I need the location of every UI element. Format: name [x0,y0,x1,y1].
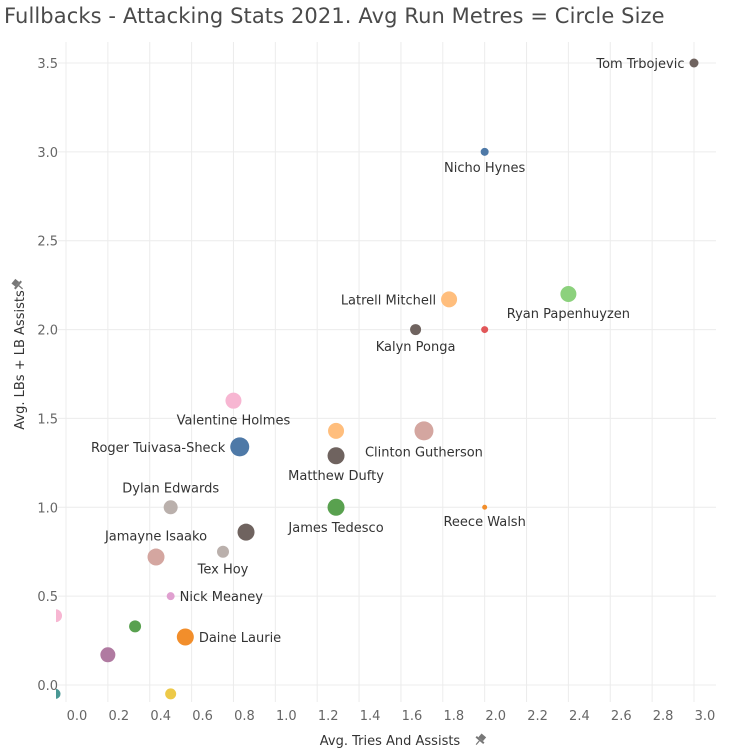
x-tick-label: 0.2 [109,709,130,724]
data-point [481,326,489,334]
point-label: Ryan Papenhuyzen [507,307,630,322]
data-point [163,500,178,515]
x-tick-label: 2.6 [611,709,632,724]
x-tick-label: 3.0 [695,709,716,724]
x-tick-label: 2.0 [485,709,506,724]
x-axis-pin-icon [475,733,487,745]
data-point [689,58,699,68]
data-point [327,498,345,516]
data-point [441,291,458,308]
x-tick-label: 1.2 [318,709,339,724]
y-tick-label: 3.0 [37,146,58,161]
x-tick-label: 1.6 [402,709,423,724]
y-tick-label: 2.0 [37,324,58,339]
x-tick-label: 0.4 [150,709,171,724]
x-tick-label: 2.4 [569,709,590,724]
x-axis-label: Avg. Tries And Assists [320,734,461,749]
chart-title: Fullbacks - Attacking Stats 2021. Avg Ru… [4,4,665,28]
data-point [100,647,116,663]
x-tick-label: 1.4 [360,709,381,724]
data-point [147,548,165,566]
data-point [560,286,577,303]
x-tick-label: 0.8 [234,709,255,724]
data-point [410,324,422,336]
x-tick-label: 0.0 [67,709,88,724]
point-labels: Tom Trbojevic Nicho Hynes Ryan Papenhuyzen… [91,57,684,646]
data-point [56,609,63,623]
data-point [237,523,255,541]
point-label: Daine Laurie [199,631,281,646]
data-point [414,421,434,441]
x-tick-label: 1.0 [276,709,297,724]
data-point [56,688,61,699]
data-point [176,628,194,646]
point-label: Tex Hoy [197,563,249,578]
data-point [230,437,250,457]
point-label: James Tedesco [287,521,383,536]
point-label: Latrell Mitchell [341,293,436,308]
axis-ticks: 0.0 0.2 0.4 0.6 0.8 1.0 1.2 1.4 1.6 1.8 2.0 2.2 2.4 2… [37,57,715,724]
data-point [166,592,175,601]
point-label: Nicho Hynes [444,161,526,176]
data-point [328,422,345,439]
y-axis-pin-icon [11,278,23,290]
data-point [129,620,142,633]
y-tick-label: 3.5 [37,57,58,72]
point-label: Clinton Gutherson [365,445,483,460]
data-point [327,447,345,465]
point-label: Nick Meaney [180,590,264,605]
data-points [56,58,699,700]
data-point [480,147,489,156]
x-tick-label: 2.2 [527,709,548,724]
x-tick-label: 1.8 [443,709,464,724]
y-tick-label: 2.5 [37,235,58,250]
point-label: Reece Walsh [443,515,525,530]
y-tick-label: 0.0 [37,679,58,694]
data-point [217,545,229,558]
y-tick-label: 1.0 [37,501,58,516]
point-label: Kalyn Ponga [376,340,456,355]
point-label: Matthew Dufty [288,469,384,484]
point-label: Jamayne Isaako [104,530,207,545]
data-point [482,504,488,510]
y-axis-label: Avg. LBs + LB Assists [13,290,28,430]
point-label: Dylan Edwards [122,481,219,496]
y-tick-label: 1.5 [37,412,58,427]
x-tick-label: 2.8 [653,709,674,724]
point-label: Tom Trbojevic [595,57,684,72]
data-point [165,688,177,700]
data-point [225,392,242,409]
gridlines [58,42,716,702]
x-tick-label: 0.6 [192,709,213,724]
point-label: Roger Tuivasa-Sheck [91,441,226,456]
y-tick-label: 0.5 [37,590,58,605]
point-label: Valentine Holmes [177,414,291,429]
